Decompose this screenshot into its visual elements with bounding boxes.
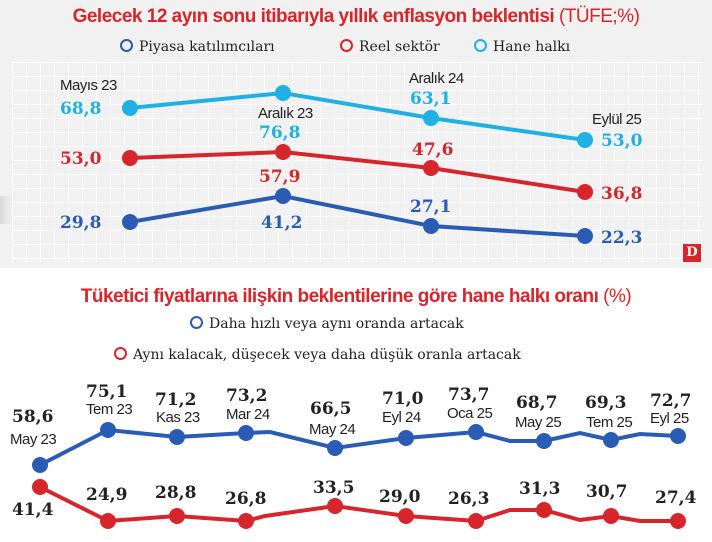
top-legend-item-hane: Hane halkı bbox=[474, 39, 570, 55]
series-points-piyasa bbox=[122, 188, 593, 244]
legend-circle-icon bbox=[190, 316, 203, 329]
value-label: 29,0 bbox=[379, 487, 421, 507]
value-label: 24,9 bbox=[86, 485, 127, 505]
value-label: 76,8 bbox=[259, 123, 300, 143]
category-label: Mayıs 23 bbox=[60, 77, 117, 94]
value-label: 41,2 bbox=[261, 213, 302, 233]
value-label: 26,8 bbox=[225, 489, 266, 509]
legend-circle-icon bbox=[340, 39, 353, 52]
value-label: 53,0 bbox=[601, 131, 643, 151]
value-label: 71,2 bbox=[155, 390, 196, 410]
series-line-reel bbox=[129, 149, 586, 194]
bottom-chart-unit: (%) bbox=[603, 286, 632, 307]
value-label: 29,8 bbox=[60, 213, 101, 233]
top-chart-title: Gelecek 12 ayın sonu itibarıyla yıllık e… bbox=[72, 6, 640, 27]
legend-circle-icon bbox=[120, 39, 133, 52]
series-points-same-lower bbox=[32, 479, 686, 529]
legend-circle-icon bbox=[114, 347, 127, 360]
brand-badge: D bbox=[683, 244, 701, 262]
value-label: 58,6 bbox=[12, 407, 53, 427]
value-label: 27,1 bbox=[410, 197, 451, 217]
category-label: May 23 bbox=[10, 431, 56, 448]
category-label: Aralık 24 bbox=[409, 70, 464, 87]
value-label: 27,4 bbox=[655, 488, 697, 508]
top-legend-item-reel: Reel sektör bbox=[340, 39, 440, 55]
value-label: 72,7 bbox=[650, 391, 691, 411]
value-label: 31,3 bbox=[519, 479, 560, 499]
series-points-hane bbox=[122, 85, 593, 148]
value-label: 73,2 bbox=[226, 386, 267, 406]
value-label: 53,0 bbox=[60, 149, 102, 169]
value-label: 47,6 bbox=[412, 140, 453, 160]
category-label: Aralık 23 bbox=[258, 105, 313, 122]
category-label: Tem 25 bbox=[586, 414, 632, 431]
category-label: Kas 23 bbox=[156, 409, 200, 426]
category-label: Eyl 25 bbox=[650, 410, 689, 427]
top-chart: Mayıs 23 Aralık 23 Aralık 24 Eylül 25 68… bbox=[60, 70, 643, 248]
value-label: 68,7 bbox=[516, 393, 557, 413]
series-points-increase bbox=[32, 422, 686, 473]
value-label: 36,8 bbox=[601, 184, 642, 204]
value-label: 66,5 bbox=[310, 399, 351, 419]
value-label: 71,0 bbox=[382, 389, 424, 409]
series-line-piyasa bbox=[129, 193, 586, 238]
value-label: 73,7 bbox=[448, 385, 489, 405]
value-label: 75,1 bbox=[86, 382, 127, 402]
top-chart-unit: (TÜFE;%) bbox=[558, 6, 640, 27]
series-line-same-lower bbox=[39, 485, 678, 524]
category-label: Mar 24 bbox=[226, 406, 270, 423]
category-label: Eyl 24 bbox=[382, 409, 421, 426]
category-label: Eylül 25 bbox=[592, 111, 642, 128]
bottom-legend-item-increase: Daha hızlı veya aynı oranda artacak bbox=[190, 316, 464, 332]
bottom-chart-title: Tüketici fiyatlarına ilişkin beklentiler… bbox=[80, 286, 632, 307]
series-line-hane bbox=[129, 90, 586, 142]
left-edge-shadow bbox=[0, 196, 12, 224]
series-line-increase bbox=[39, 427, 679, 467]
series-points-reel bbox=[122, 144, 593, 200]
value-label: 57,9 bbox=[259, 167, 300, 187]
value-label: 30,7 bbox=[586, 482, 627, 502]
top-legend-item-piyasa: Piyasa katılımcıları bbox=[120, 39, 275, 55]
value-label: 22,3 bbox=[601, 228, 642, 248]
value-label: 69,3 bbox=[585, 393, 626, 413]
legend-circle-icon bbox=[474, 39, 487, 52]
value-label: 28,8 bbox=[155, 483, 196, 503]
bottom-chart: May 23 Tem 23 Kas 23 Mar 24 May 24 Eyl 2… bbox=[10, 382, 697, 529]
category-label: Oca 25 bbox=[447, 405, 493, 422]
category-label: May 24 bbox=[309, 421, 355, 438]
value-label: 68,8 bbox=[60, 99, 101, 119]
bottom-legend-item-same-lower: Aynı kalacak, düşecek veya daha düşük or… bbox=[114, 347, 521, 363]
value-label: 63,1 bbox=[410, 89, 451, 109]
value-label: 33,5 bbox=[313, 478, 354, 498]
value-label: 41,4 bbox=[12, 500, 54, 520]
category-label: Tem 23 bbox=[86, 401, 132, 418]
value-label: 26,3 bbox=[448, 489, 489, 509]
category-label: May 25 bbox=[515, 414, 561, 431]
